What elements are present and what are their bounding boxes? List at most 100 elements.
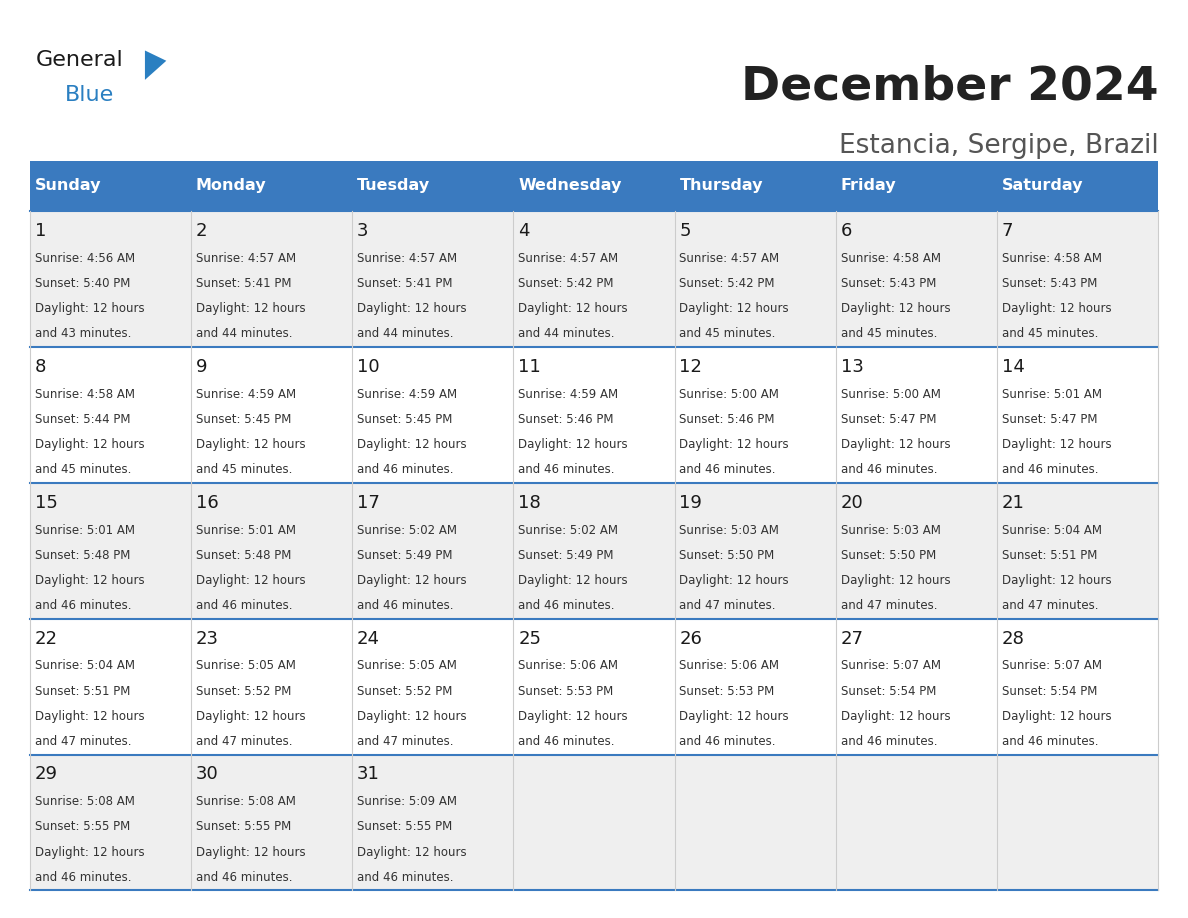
Text: Daylight: 12 hours: Daylight: 12 hours [680, 710, 789, 722]
Text: Daylight: 12 hours: Daylight: 12 hours [841, 710, 950, 722]
Text: Sunrise: 4:57 AM: Sunrise: 4:57 AM [196, 252, 296, 265]
Text: Sunrise: 5:02 AM: Sunrise: 5:02 AM [356, 523, 457, 537]
Text: Sunrise: 5:01 AM: Sunrise: 5:01 AM [1001, 387, 1102, 401]
Text: Sunrise: 4:57 AM: Sunrise: 4:57 AM [356, 252, 457, 265]
Text: Sunset: 5:45 PM: Sunset: 5:45 PM [196, 413, 291, 426]
Text: 5: 5 [680, 222, 691, 240]
Text: Sunrise: 5:07 AM: Sunrise: 5:07 AM [841, 659, 941, 673]
Text: 9: 9 [196, 358, 207, 375]
Bar [191, 161, 352, 211]
Text: Daylight: 12 hours: Daylight: 12 hours [518, 438, 627, 451]
Text: and 46 minutes.: and 46 minutes. [34, 599, 131, 612]
Text: 21: 21 [1001, 494, 1025, 511]
Text: Sunrise: 4:58 AM: Sunrise: 4:58 AM [34, 387, 134, 401]
Text: Blue: Blue [65, 85, 114, 106]
Text: and 47 minutes.: and 47 minutes. [356, 735, 454, 748]
Text: and 46 minutes.: and 46 minutes. [34, 871, 131, 884]
Text: Daylight: 12 hours: Daylight: 12 hours [680, 302, 789, 315]
Text: and 47 minutes.: and 47 minutes. [680, 599, 776, 612]
Text: and 47 minutes.: and 47 minutes. [1001, 599, 1099, 612]
Text: 25: 25 [518, 630, 542, 647]
Text: Daylight: 12 hours: Daylight: 12 hours [518, 710, 627, 722]
Text: Sunset: 5:42 PM: Sunset: 5:42 PM [680, 277, 775, 290]
Text: Daylight: 12 hours: Daylight: 12 hours [518, 302, 627, 315]
Text: Sunrise: 5:03 AM: Sunrise: 5:03 AM [680, 523, 779, 537]
Text: Sunset: 5:40 PM: Sunset: 5:40 PM [34, 277, 129, 290]
Text: and 45 minutes.: and 45 minutes. [196, 464, 292, 476]
Text: Sunrise: 5:03 AM: Sunrise: 5:03 AM [841, 523, 941, 537]
Text: Sunset: 5:55 PM: Sunset: 5:55 PM [356, 821, 453, 834]
Text: Sunrise: 5:08 AM: Sunrise: 5:08 AM [196, 795, 296, 809]
Text: Sunset: 5:50 PM: Sunset: 5:50 PM [841, 549, 936, 562]
Text: Daylight: 12 hours: Daylight: 12 hours [518, 574, 627, 587]
Text: Sunset: 5:49 PM: Sunset: 5:49 PM [518, 549, 614, 562]
Text: Daylight: 12 hours: Daylight: 12 hours [34, 574, 144, 587]
Text: 14: 14 [1001, 358, 1025, 375]
Text: Sunrise: 4:58 AM: Sunrise: 4:58 AM [841, 252, 941, 265]
Text: and 46 minutes.: and 46 minutes. [1001, 464, 1099, 476]
Text: Sunrise: 5:09 AM: Sunrise: 5:09 AM [356, 795, 457, 809]
Text: Sunset: 5:53 PM: Sunset: 5:53 PM [680, 685, 775, 698]
Text: Sunrise: 5:01 AM: Sunrise: 5:01 AM [34, 523, 134, 537]
Text: Sunset: 5:46 PM: Sunset: 5:46 PM [680, 413, 775, 426]
Text: Daylight: 12 hours: Daylight: 12 hours [680, 574, 789, 587]
Bar [513, 161, 675, 211]
Text: Sunset: 5:55 PM: Sunset: 5:55 PM [196, 821, 291, 834]
Text: Sunrise: 5:02 AM: Sunrise: 5:02 AM [518, 523, 618, 537]
Text: Sunrise: 5:00 AM: Sunrise: 5:00 AM [841, 387, 941, 401]
Text: and 43 minutes.: and 43 minutes. [34, 328, 131, 341]
Text: Daylight: 12 hours: Daylight: 12 hours [196, 845, 305, 858]
Text: Sunset: 5:50 PM: Sunset: 5:50 PM [680, 549, 775, 562]
Text: and 45 minutes.: and 45 minutes. [680, 328, 776, 341]
Text: and 46 minutes.: and 46 minutes. [680, 464, 776, 476]
Text: Sunset: 5:53 PM: Sunset: 5:53 PM [518, 685, 613, 698]
Text: Sunset: 5:47 PM: Sunset: 5:47 PM [1001, 413, 1098, 426]
Text: Sunrise: 5:05 AM: Sunrise: 5:05 AM [196, 659, 296, 673]
Text: Daylight: 12 hours: Daylight: 12 hours [356, 574, 467, 587]
Text: and 46 minutes.: and 46 minutes. [841, 735, 937, 748]
Text: Daylight: 12 hours: Daylight: 12 hours [1001, 302, 1112, 315]
Text: and 46 minutes.: and 46 minutes. [356, 599, 454, 612]
Text: Daylight: 12 hours: Daylight: 12 hours [1001, 574, 1112, 587]
Text: Daylight: 12 hours: Daylight: 12 hours [356, 710, 467, 722]
Bar [836, 161, 997, 211]
Text: Daylight: 12 hours: Daylight: 12 hours [196, 710, 305, 722]
Text: 26: 26 [680, 630, 702, 647]
Text: Friday: Friday [841, 178, 896, 194]
Text: and 46 minutes.: and 46 minutes. [841, 464, 937, 476]
Text: Daylight: 12 hours: Daylight: 12 hours [196, 302, 305, 315]
Text: Sunrise: 5:04 AM: Sunrise: 5:04 AM [34, 659, 134, 673]
Text: Saturday: Saturday [1001, 178, 1083, 194]
Text: Daylight: 12 hours: Daylight: 12 hours [1001, 710, 1112, 722]
Text: 16: 16 [196, 494, 219, 511]
Text: Sunrise: 4:59 AM: Sunrise: 4:59 AM [356, 387, 457, 401]
Text: Daylight: 12 hours: Daylight: 12 hours [680, 438, 789, 451]
Text: Sunset: 5:43 PM: Sunset: 5:43 PM [841, 277, 936, 290]
Text: and 47 minutes.: and 47 minutes. [196, 735, 292, 748]
Text: and 44 minutes.: and 44 minutes. [196, 328, 292, 341]
Text: 22: 22 [34, 630, 57, 647]
Text: and 46 minutes.: and 46 minutes. [518, 464, 614, 476]
Text: 6: 6 [841, 222, 852, 240]
Text: Daylight: 12 hours: Daylight: 12 hours [196, 574, 305, 587]
Text: 20: 20 [841, 494, 864, 511]
Text: Daylight: 12 hours: Daylight: 12 hours [356, 438, 467, 451]
Text: 30: 30 [196, 766, 219, 783]
Bar [30, 211, 1158, 347]
Text: General: General [36, 50, 124, 71]
Text: Sunset: 5:45 PM: Sunset: 5:45 PM [356, 413, 453, 426]
Text: and 47 minutes.: and 47 minutes. [841, 599, 937, 612]
Text: Sunset: 5:47 PM: Sunset: 5:47 PM [841, 413, 936, 426]
Text: Wednesday: Wednesday [518, 178, 621, 194]
Text: Sunrise: 5:06 AM: Sunrise: 5:06 AM [680, 659, 779, 673]
Text: Sunday: Sunday [34, 178, 101, 194]
Text: Sunset: 5:49 PM: Sunset: 5:49 PM [356, 549, 453, 562]
Text: 27: 27 [841, 630, 864, 647]
Text: Daylight: 12 hours: Daylight: 12 hours [841, 302, 950, 315]
Text: Sunrise: 5:08 AM: Sunrise: 5:08 AM [34, 795, 134, 809]
Text: and 46 minutes.: and 46 minutes. [356, 464, 454, 476]
Text: Sunrise: 5:07 AM: Sunrise: 5:07 AM [1001, 659, 1102, 673]
Text: Sunset: 5:52 PM: Sunset: 5:52 PM [356, 685, 453, 698]
Text: 28: 28 [1001, 630, 1025, 647]
Text: Sunset: 5:42 PM: Sunset: 5:42 PM [518, 277, 614, 290]
